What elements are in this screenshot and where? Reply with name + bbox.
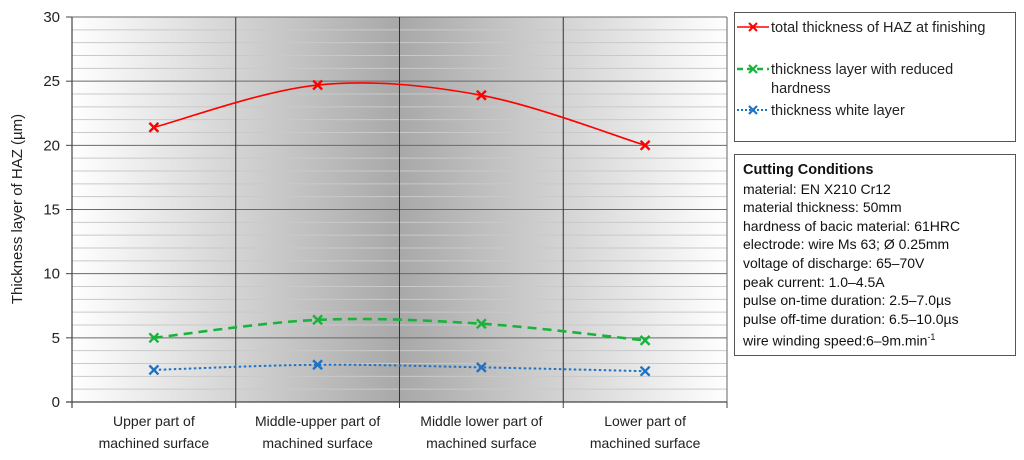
condition-line: hardness of bacic material: 61HRC xyxy=(743,217,961,234)
series-reduced-hardness-point xyxy=(312,314,323,326)
series-total-haz-point xyxy=(312,79,323,91)
series-total-haz-point xyxy=(476,89,487,101)
y-axis-title: Thickness layer of HAZ (µm) xyxy=(9,114,26,304)
condition-line: electrode: wire Ms 63; Ø 0.25mm xyxy=(743,236,950,253)
legend-item-total-haz: total thickness of HAZ at finishing xyxy=(735,19,1011,38)
x-category-label: machined surface xyxy=(99,435,210,451)
winding-speed-exponent: -1 xyxy=(927,332,936,343)
condition-line: material thickness: 50mm xyxy=(743,199,902,216)
series-reduced-hardness-point xyxy=(476,318,487,330)
x-category-label: Upper part of xyxy=(113,413,195,429)
y-tick-label: 0 xyxy=(52,394,60,411)
y-tick-label: 20 xyxy=(43,137,60,154)
legend-item-reduced-hardness: thickness layer with reduced hardness xyxy=(735,61,1011,99)
condition-line: pulse on-time duration: 2.5–7.0µs xyxy=(743,292,952,309)
x-category-label: Middle-upper part of xyxy=(255,413,380,429)
legend-item-white-layer: thickness white layer xyxy=(735,102,1011,121)
x-category-label: machined surface xyxy=(262,435,373,451)
legend-label-reduced-hardness: thickness layer with reduced hardness xyxy=(771,62,954,97)
series-white-layer-point xyxy=(312,359,323,371)
series-white-layer-point xyxy=(476,362,487,373)
condition-line: peak current: 1.0–4.5A xyxy=(743,273,885,290)
winding-speed-text: wire winding speed:6–9m.min xyxy=(743,333,928,349)
y-tick-label: 25 xyxy=(43,73,60,90)
x-category-labels: Upper part of machined surface Middle-uppe… xyxy=(99,413,701,451)
condition-line-winding-speed: wire winding speed:6–9m.min-1 xyxy=(743,328,1007,350)
y-tick-label: 5 xyxy=(52,330,60,347)
condition-line: material: EN X210 Cr12 xyxy=(743,180,891,197)
cutting-conditions-box: Cutting Conditions material: EN X210 Cr1… xyxy=(734,154,1016,356)
legend-swatch-white-layer xyxy=(737,105,769,115)
legend-label-total-haz: total thickness of HAZ at finishing xyxy=(771,20,986,36)
series-total-haz-point xyxy=(639,139,651,151)
condition-line: pulse off-time duration: 6.5–10.0µs xyxy=(743,310,959,327)
series-reduced-hardness-point xyxy=(148,332,160,344)
series-white-layer-line xyxy=(153,363,646,373)
axes xyxy=(66,16,728,408)
condition-line: voltage of discharge: 65–70V xyxy=(743,254,925,271)
y-tick-labels: 0 5 10 15 20 25 30 xyxy=(43,9,60,411)
grid-lines xyxy=(72,16,728,403)
y-tick-label: 30 xyxy=(43,9,60,26)
x-category-label: Lower part of xyxy=(604,413,686,429)
legend-swatch-reduced-hardness xyxy=(737,64,769,74)
series-total-haz-point xyxy=(148,122,160,133)
series-white-layer-point xyxy=(639,365,651,377)
legend-swatch-total-haz xyxy=(737,22,769,32)
series-reduced-hardness-line xyxy=(153,317,646,342)
series-white-layer-point xyxy=(148,364,160,376)
series-total-haz-line xyxy=(153,82,646,147)
legend: total thickness of HAZ at finishing thic… xyxy=(734,12,1016,142)
legend-label-white-layer: thickness white layer xyxy=(771,103,905,119)
series-group xyxy=(148,79,651,377)
y-tick-label: 15 xyxy=(43,202,60,219)
x-category-label: machined surface xyxy=(590,435,701,451)
y-tick-label: 10 xyxy=(43,266,60,283)
series-reduced-hardness-point xyxy=(639,335,651,346)
x-category-label: machined surface xyxy=(426,435,537,451)
cutting-conditions-title: Cutting Conditions xyxy=(743,162,874,178)
x-category-label: Middle lower part of xyxy=(420,413,542,429)
